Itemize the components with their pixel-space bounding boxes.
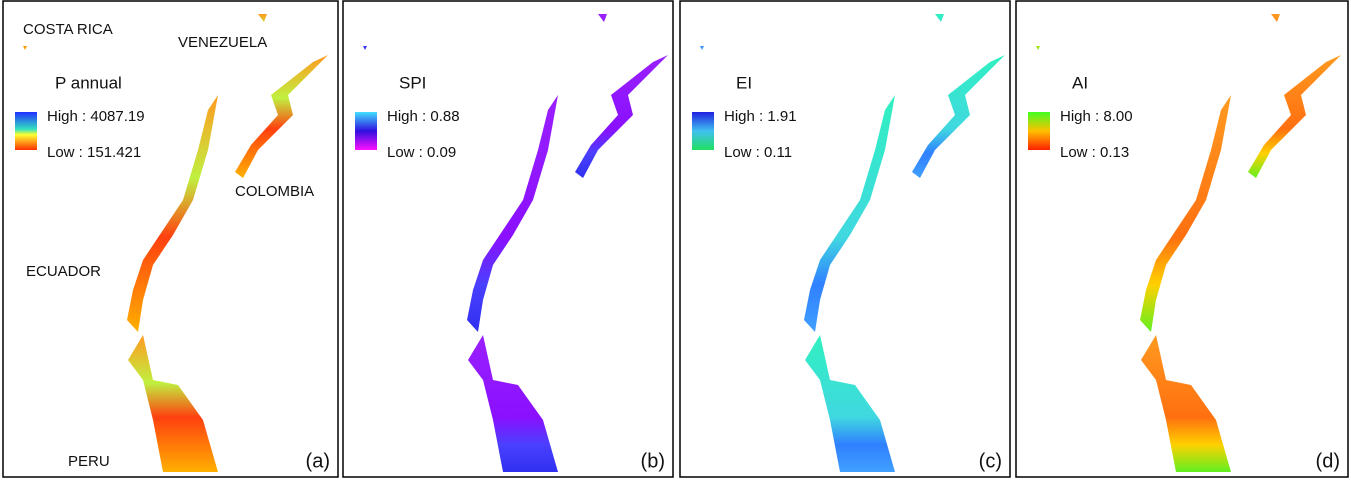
legend-swatch [1028,112,1050,150]
panel-label: (a) [306,450,330,472]
panel-label: (b) [641,450,665,472]
panel-frame [679,0,1011,478]
country-label: PERU [68,453,110,470]
legend-high: High : 1.91 [724,108,797,125]
legend-title: SPI [399,73,426,92]
country-label: COLOMBIA [235,183,314,200]
panel-frame [2,0,339,478]
legend-low: Low : 151.421 [47,144,141,161]
map-panel: EI High : 1.91 Low : 0.11 (c) [679,0,1011,478]
map-panel: AI High : 8.00 Low : 0.13 (d) [1015,0,1349,478]
map-panel: SPI High : 0.88 Low : 0.09 (b) [342,0,674,478]
panel-frame [1015,0,1349,478]
legend-low: Low : 0.09 [387,144,456,161]
country-label: COSTA RICA [23,21,113,38]
country-label: ECUADOR [26,263,101,280]
panel-label: (d) [1316,450,1340,472]
legend-low: Low : 0.11 [724,144,792,161]
legend-title: P annual [55,73,122,92]
legend-high: High : 4087.19 [47,108,145,125]
legend-low: Low : 0.13 [1060,144,1129,161]
legend-title: AI [1072,73,1088,92]
legend-swatch [355,112,377,150]
country-label: VENEZUELA [178,34,267,51]
legend-high: High : 8.00 [1060,108,1133,125]
legend-title: EI [736,73,752,92]
panel-frame [342,0,674,478]
legend-high: High : 0.88 [387,108,460,125]
legend-swatch [692,112,714,150]
panel-label: (c) [979,450,1002,472]
legend-swatch [15,112,37,150]
map-panel: P annual High : 4087.19 Low : 151.421 (a) CO… [2,0,339,478]
